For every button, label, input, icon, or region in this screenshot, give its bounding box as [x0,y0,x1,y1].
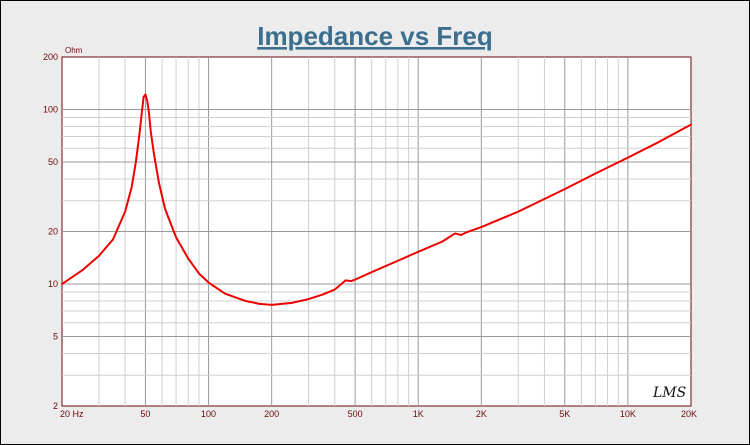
y-axis-unit-label: Ohm [65,46,83,55]
y-tick-label: 2 [53,401,58,411]
x-tick-label: 50 [140,409,150,419]
tick-labels: 20 Hz 50 100 200 500 1K 2K 5K 10K 20K 200 100 50 20 10… [43,52,697,419]
x-tick-label: 100 [201,409,216,419]
x-tick-label: 5K [559,409,570,419]
x-tick-label: 1K [413,409,424,419]
x-tick-label: 200 [264,409,279,419]
x-tick-label: 10K [620,409,636,419]
x-tick-label: 20 Hz [60,409,84,419]
grid-lines [62,57,691,406]
x-tick-label: 20K [681,409,697,419]
y-tick-label: 5 [53,332,58,342]
x-tick-label: 2K [476,409,487,419]
y-tick-label: 20 [48,227,58,237]
y-tick-label: 10 [48,279,58,289]
y-tick-label: 50 [48,157,58,167]
y-tick-label: 200 [43,52,58,62]
lms-watermark: LMS [652,385,686,401]
x-tick-label: 500 [348,409,363,419]
y-tick-label: 100 [43,105,58,115]
chart-title: Impedance vs Freq [257,21,493,51]
impedance-curve-line [61,93,692,306]
